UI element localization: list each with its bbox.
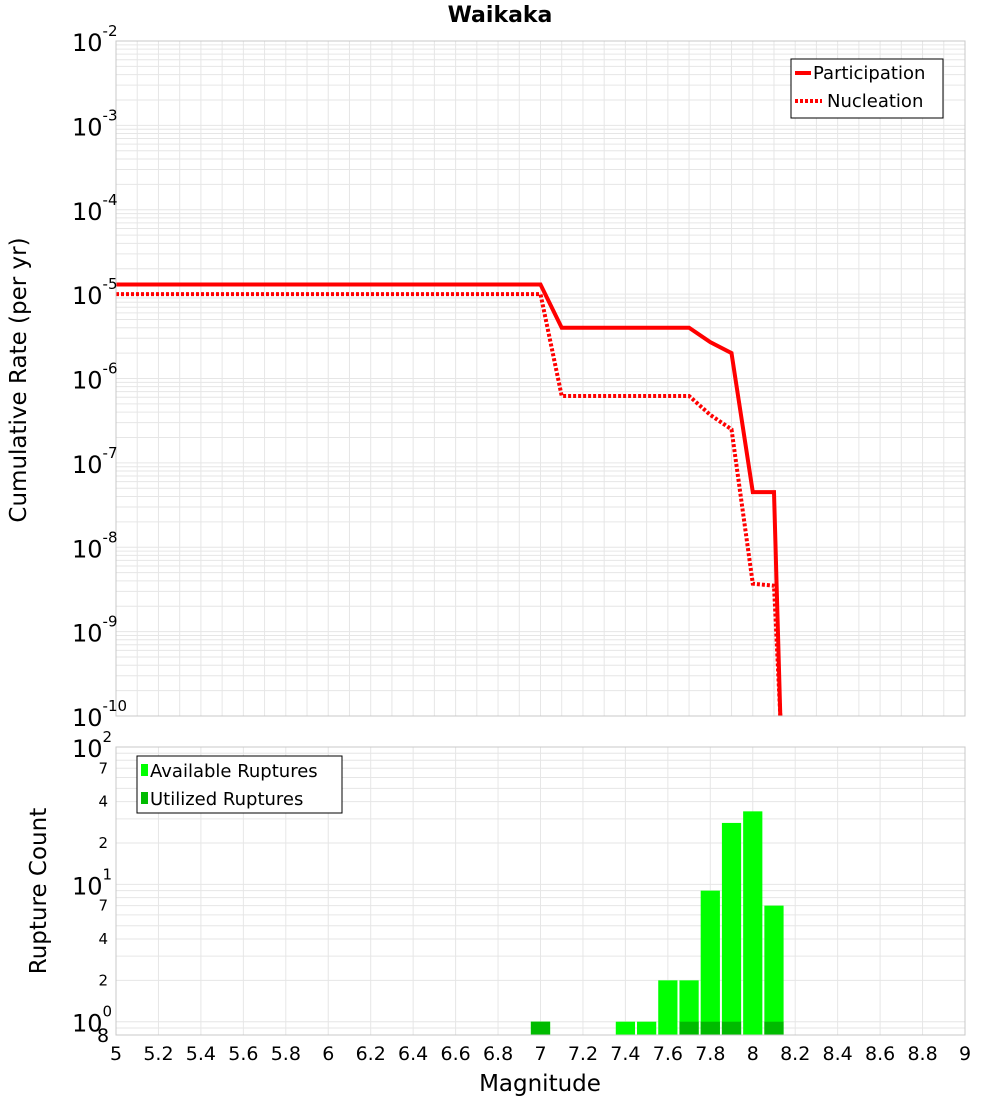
available-rupture-bar	[743, 811, 763, 1035]
rate-y-tick-label: 10-10	[72, 697, 127, 732]
rate-y-tick-label: 10-5	[72, 275, 118, 310]
utilized-legend-label: Utilized Ruptures	[150, 789, 303, 810]
count-plot-frame	[115, 746, 966, 1036]
x-tick-label: 6.8	[483, 1043, 513, 1065]
x-tick-label: 5.2	[143, 1043, 173, 1065]
x-tick-label: 8.8	[907, 1043, 937, 1065]
rate-gridlines	[115, 41, 966, 717]
rate-plot-frame	[115, 40, 966, 717]
available-rupture-bar	[700, 890, 720, 1035]
utilized-legend-swatch	[141, 792, 148, 804]
count-y-tick-label: 102	[72, 728, 112, 763]
x-tick-label: 5	[110, 1043, 122, 1065]
x-tick-label: 7.2	[568, 1043, 598, 1065]
available-legend-swatch	[141, 764, 148, 776]
available-rupture-bar	[658, 980, 678, 1035]
available-rupture-bar	[721, 822, 742, 1035]
x-tick-label: 9	[959, 1043, 971, 1065]
utilized-rupture-bar	[679, 1021, 699, 1035]
count-minor-tick-label: 4	[98, 793, 108, 811]
count-minor-tick-label: 2	[98, 834, 108, 852]
nucleation-line	[116, 292, 783, 717]
x-tick-label: 6.2	[356, 1043, 386, 1065]
x-tick-label: 7	[534, 1043, 546, 1065]
available-rupture-bar	[615, 1021, 636, 1035]
x-tick-label: 5.8	[271, 1043, 301, 1065]
count-legend-box	[136, 755, 343, 814]
x-tick-label: 5.4	[186, 1043, 216, 1065]
rate-y-tick-label: 10-7	[72, 444, 118, 479]
rate-legend: Participation Nucleation	[790, 58, 944, 119]
utilized-rupture-bar	[764, 1021, 784, 1035]
chart-title: Waikaka	[448, 3, 553, 28]
rate-y-tick-label: 10-3	[72, 106, 118, 141]
x-tick-label: 5.6	[228, 1043, 258, 1065]
rate-y-tick-label: 10-8	[72, 528, 118, 563]
rate-legend-box	[790, 58, 944, 119]
available-rupture-bar	[764, 905, 784, 1035]
x-tick-label: 7.6	[653, 1043, 683, 1065]
count-y-tick-label: 101	[72, 865, 112, 900]
rate-series	[116, 282, 783, 717]
utilized-rupture-bar	[700, 1021, 720, 1035]
utilized-rupture-bar	[721, 1021, 742, 1035]
count-minor-tick-label: 7	[98, 759, 108, 777]
rate-y-tick-label: 10-2	[72, 22, 118, 57]
rate-y-tick-label: 10-6	[72, 360, 118, 395]
x-axis-label: Magnitude	[479, 1071, 601, 1097]
participation-legend-label: Participation	[813, 63, 925, 84]
count-y-min-label: 8	[97, 1025, 109, 1047]
nucleation-legend-label: Nucleation	[827, 91, 923, 112]
x-tick-label: 8.2	[780, 1043, 810, 1065]
count-minor-tick-label: 2	[98, 971, 108, 989]
available-rupture-bar	[679, 980, 699, 1035]
x-tick-labels: 5 5.2 5.4 5.6 5.8 6 6.2 6.4 6.6 6.8 7 7.2 7.4 7.6 7.8 8…	[110, 1043, 971, 1065]
x-tick-label: 7.8	[695, 1043, 725, 1065]
utilized-rupture-bar	[530, 1021, 551, 1035]
x-tick-label: 8.4	[823, 1043, 853, 1065]
x-tick-label: 6	[322, 1043, 334, 1065]
count-legend: Available Ruptures Utilized Ruptures	[136, 755, 343, 814]
rate-y-tick-label: 10-4	[72, 191, 118, 226]
rate-y-axis-label: Cumulative Rate (per yr)	[6, 237, 32, 522]
x-tick-label: 6.6	[440, 1043, 470, 1065]
available-rupture-bar	[637, 1021, 657, 1035]
available-legend-label: Available Ruptures	[150, 761, 318, 782]
participation-line	[116, 282, 783, 717]
count-bars	[530, 811, 784, 1035]
count-minor-tick-label: 7	[98, 897, 108, 915]
count-minor-tick-label: 4	[98, 930, 108, 948]
count-y-axis-label: Rupture Count	[26, 808, 52, 974]
x-tick-label: 6.4	[398, 1043, 428, 1065]
rate-panel: 10-10 10-9 10-8 10-7 10-6 10-5 10-4 10-3 10-2 Cu…	[6, 22, 966, 732]
x-tick-label: 8.6	[865, 1043, 895, 1065]
x-tick-label: 8	[747, 1043, 759, 1065]
rate-y-tick-label: 10-9	[72, 613, 118, 648]
x-tick-label: 7.4	[610, 1043, 640, 1065]
